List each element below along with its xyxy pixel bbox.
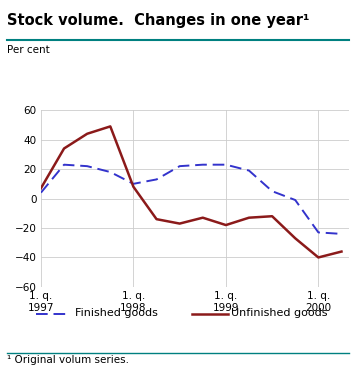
Text: Finished goods: Finished goods [75,309,158,318]
Text: ¹ Original volum series.: ¹ Original volum series. [7,355,129,364]
Text: Unfinished goods: Unfinished goods [231,309,328,318]
Text: Per cent: Per cent [7,45,50,55]
Text: Stock volume.  Changes in one year¹: Stock volume. Changes in one year¹ [7,13,310,28]
